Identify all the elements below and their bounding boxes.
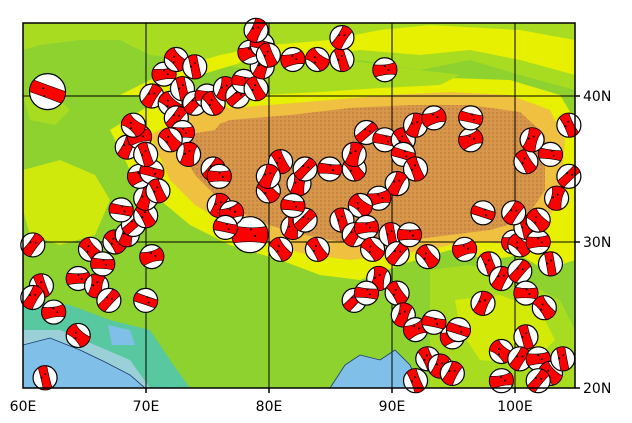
map-frame: [22, 22, 576, 389]
lon-label-70: 70E: [133, 399, 160, 415]
focal-mechanism-beachball: [145, 178, 171, 204]
focal-mechanism-beachball: [304, 46, 330, 73]
lon-label-80: 80E: [256, 399, 283, 415]
focal-mechanism-beachball: [292, 207, 318, 233]
focal-mechanism-beachball: [525, 207, 551, 233]
focal-mechanism-beachball: [556, 112, 582, 138]
focal-mechanism-beachball: [182, 54, 208, 80]
focal-mechanism-beachball: [243, 17, 269, 43]
focal-mechanism-beachball: [212, 214, 238, 240]
lon-label-100: 100E: [497, 399, 533, 415]
focal-mechanism-beachball: [556, 163, 582, 189]
tienshan-ridge: [120, 25, 575, 95]
focal-mechanism-beachball: [133, 287, 159, 313]
focal-mechanism-beachball: [102, 229, 128, 255]
focal-mechanism-beachball: [513, 324, 539, 350]
focal-mechanism-beachball: [525, 368, 551, 394]
focal-mechanism-beachball: [360, 236, 386, 262]
focal-mechanism-beachball: [507, 346, 533, 372]
focal-mechanism-beachball: [543, 185, 570, 211]
focal-mechanism-beachball: [353, 280, 380, 306]
focal-mechanism-beachball: [20, 284, 46, 311]
focal-mechanism-beachball: [176, 141, 202, 167]
focal-mechanism-beachball: [488, 368, 514, 394]
focal-mechanism-beachball: [20, 232, 46, 258]
focal-mechanism-beachball: [458, 127, 484, 153]
focal-mechanism-beachball: [41, 299, 67, 325]
focal-mechanism-beachball: [157, 127, 183, 153]
focal-mechanism-beachball: [513, 149, 539, 175]
focal-mechanism-beachball: [329, 24, 355, 51]
focal-mechanism-beachball: [108, 197, 134, 223]
bay-of-bengal: [330, 350, 420, 388]
focal-mechanism-beachball: [329, 46, 355, 73]
focal-mechanism-beachball: [28, 73, 67, 111]
focal-mechanism-beachball: [421, 105, 447, 131]
focal-mechanism-beachball: [452, 236, 478, 262]
focal-mechanism-beachball: [507, 258, 533, 284]
focal-mechanism-beachball: [384, 280, 410, 306]
lat-label-20: 20N: [583, 381, 611, 397]
focal-mechanism-beachball: [384, 241, 410, 267]
focal-mechanism-beachball: [537, 251, 564, 277]
focal-mechanism-beachball: [550, 346, 576, 372]
coastlines: [23, 337, 421, 388]
focal-mechanism-beachball: [280, 192, 306, 219]
focal-mechanism-beachball: [120, 112, 146, 138]
focal-mechanism-beachball: [402, 156, 429, 182]
focal-mechanism-beachball: [243, 76, 269, 102]
focal-mechanism-beachball: [513, 280, 539, 306]
gulf-of-kutch: [108, 325, 135, 345]
focal-mechanism-beachball: [65, 322, 91, 349]
iranian-plateau: [23, 160, 110, 245]
focal-mechanisms: [20, 17, 582, 394]
focal-mechanism-beachball: [280, 46, 306, 73]
focal-mechanism-beachball: [341, 141, 367, 167]
lon-label-90: 90E: [379, 399, 406, 415]
focal-mechanism-beachball: [470, 290, 496, 316]
lat-label-30: 30N: [583, 235, 611, 251]
focal-mechanism-beachball: [292, 156, 318, 182]
focal-mechanism-beachball: [90, 251, 116, 277]
focal-mechanism-beachball: [32, 365, 58, 391]
focal-mechanism-beachball: [96, 287, 122, 313]
focal-mechanism-beachball: [519, 127, 545, 153]
focal-mechanism-beachball: [206, 163, 232, 189]
focal-mechanism-beachball: [139, 244, 165, 270]
lat-label-40: 40N: [583, 89, 611, 105]
focal-mechanism-beachball: [470, 200, 496, 226]
focal-mechanism-beachball: [531, 295, 557, 321]
focal-mechanism-beachball: [347, 192, 373, 219]
axis-ticks: [145, 95, 580, 393]
focal-mechanism-beachball: [537, 141, 564, 167]
focal-mechanism-beachball: [458, 105, 484, 131]
focal-mechanism-beachball: [372, 57, 398, 83]
focal-mechanism-beachball: [421, 309, 447, 335]
focal-mechanism-beachball: [255, 42, 281, 68]
focal-mechanism-beachball: [396, 222, 422, 248]
focal-mechanism-beachball: [268, 236, 294, 262]
focal-mechanism-beachball: [439, 360, 465, 386]
focal-mechanism-beachball: [304, 236, 330, 262]
focal-mechanism-beachball: [501, 200, 527, 226]
focal-mechanism-beachball: [169, 76, 196, 102]
focal-mechanism-beachball: [415, 244, 441, 270]
lon-label-60: 60E: [10, 399, 37, 415]
focal-mechanism-beachball: [255, 163, 281, 189]
focal-mechanism-beachball: [525, 229, 551, 255]
focal-mechanism-beachball: [402, 368, 429, 394]
focal-mechanism-beachball: [133, 141, 159, 167]
focal-mechanism-beachball: [353, 214, 380, 240]
focal-mechanism-beachball: [445, 317, 472, 343]
focal-mechanism-beachball: [317, 156, 343, 182]
